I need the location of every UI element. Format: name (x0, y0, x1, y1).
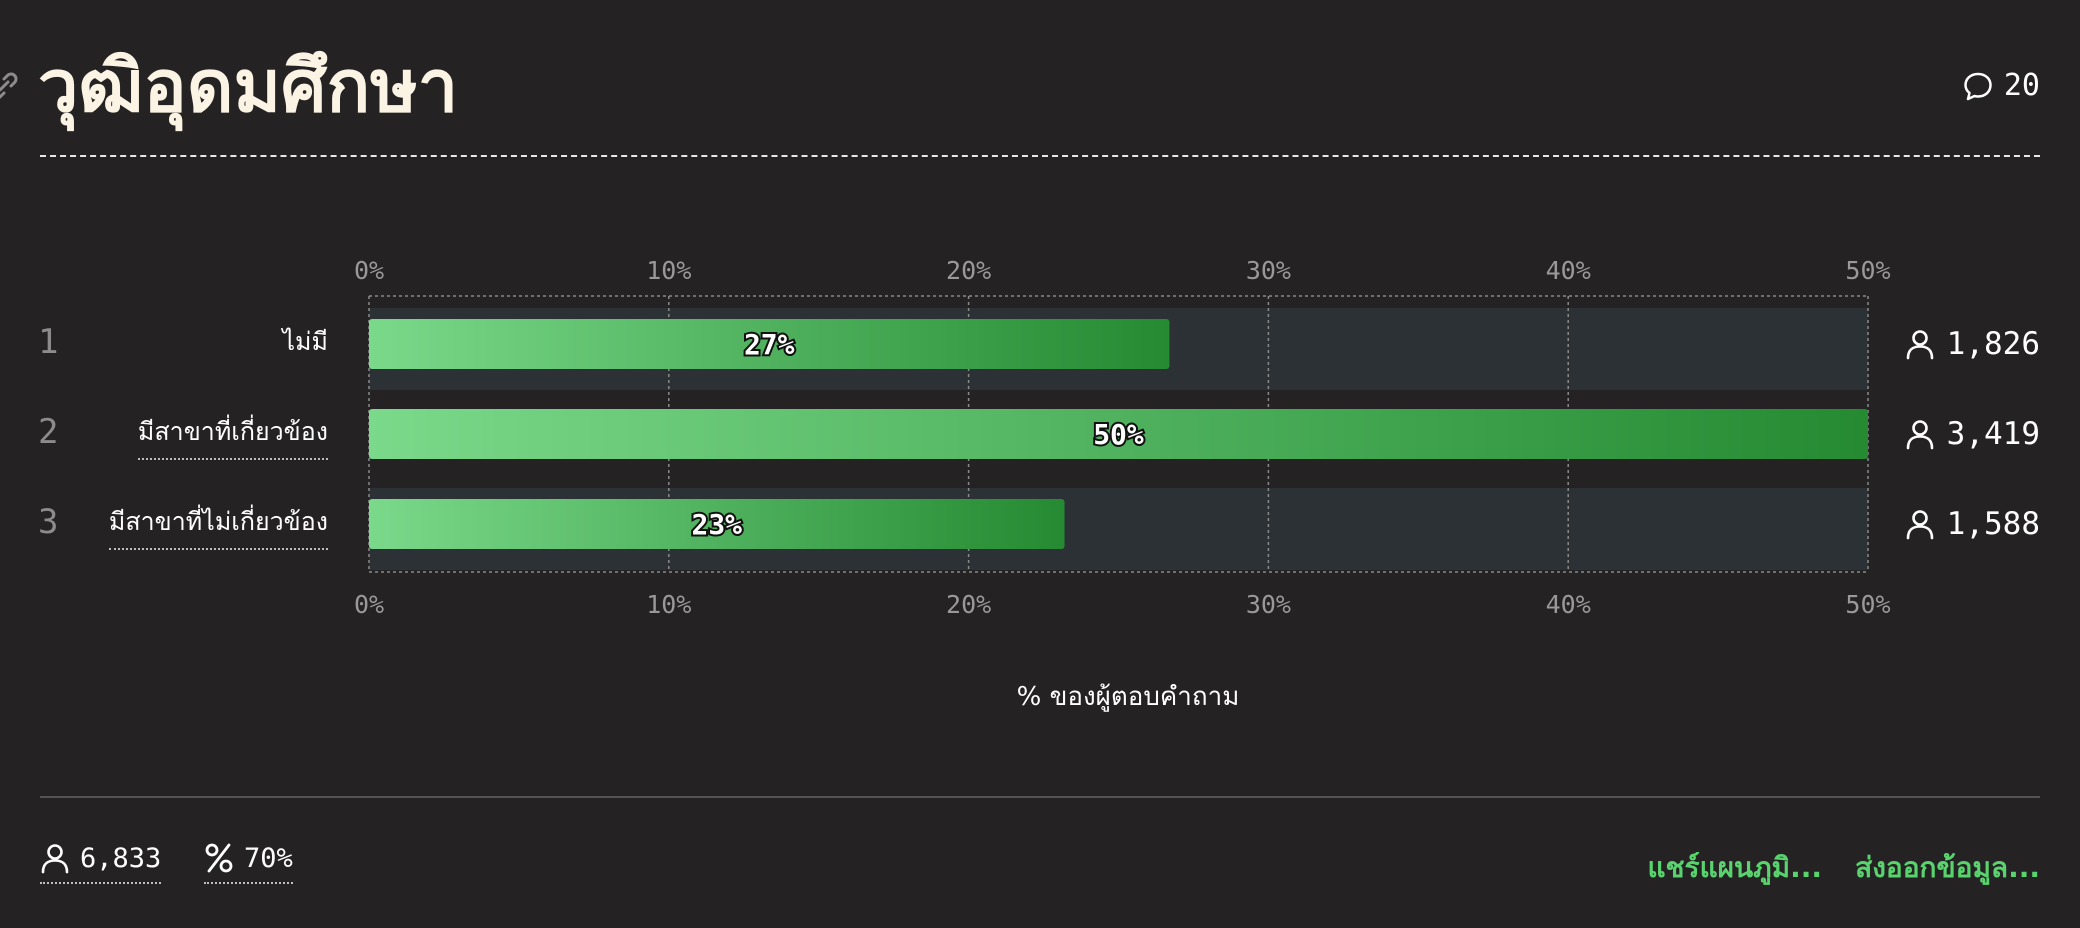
x-tick-label-bottom: 50% (1845, 590, 1890, 619)
page-title: วุฒิอุดมศึกษา (38, 44, 459, 128)
x-tick-label-top: 50% (1845, 256, 1890, 285)
percent-icon (205, 843, 233, 873)
share-chart-link[interactable]: แชร์แผนภูมิ... (1647, 851, 1822, 884)
row-rank: 3 (38, 502, 59, 542)
response-rate-stat[interactable]: 70% (204, 842, 293, 884)
comment-count: 20 (2003, 68, 2040, 103)
bar-value-label: 50% (1093, 418, 1144, 451)
bar-value-label: 27% (744, 328, 795, 361)
x-tick-label-bottom: 10% (646, 590, 691, 619)
bar-chart: 0% 10% 20% 30% 40% 50% 0% 10% 20% 30% 40% 50% 27% 5… (354, 256, 1891, 619)
title-divider (40, 155, 2040, 157)
category-label[interactable]: มีสาขาที่ไม่เกี่ยวข้อง (108, 502, 328, 550)
x-axis-title: % ของผู้ตอบคำถาม (1016, 682, 1240, 712)
row-count-value: 3,419 (1946, 416, 2040, 452)
response-rate: 70% (244, 842, 293, 874)
row-count: 3,419 (1905, 416, 2040, 452)
x-tick-label-bottom: 30% (1246, 590, 1291, 619)
bar-value-label: 23% (691, 508, 742, 541)
footer-divider (40, 796, 2040, 798)
comment-icon (1964, 72, 1992, 100)
row-rank: 1 (38, 322, 59, 362)
row-count-value: 1,588 (1946, 506, 2040, 542)
x-tick-label-top: 10% (646, 256, 691, 285)
x-tick-label-top: 20% (946, 256, 991, 285)
x-tick-label-top: 30% (1246, 256, 1291, 285)
x-tick-label-bottom: 40% (1546, 590, 1591, 619)
person-icon (1906, 420, 1933, 450)
x-tick-label-top: 0% (354, 256, 384, 285)
category-label[interactable]: มีสาขาที่เกี่ยวข้อง (137, 412, 328, 460)
x-tick-label-bottom: 20% (946, 590, 991, 619)
row-count: 1,826 (1905, 326, 2040, 362)
bar (369, 499, 1065, 549)
respondents-stat[interactable]: 6,833 (40, 842, 162, 884)
x-tick-label-bottom: 0% (354, 590, 384, 619)
respondents-count: 6,833 (80, 842, 162, 874)
row-count-value: 1,826 (1946, 326, 2040, 362)
bar (369, 409, 1868, 459)
bar (369, 319, 1170, 369)
person-icon (41, 844, 69, 874)
link-icon[interactable] (0, 68, 22, 104)
x-tick-label-top: 40% (1546, 256, 1591, 285)
row-count: 1,588 (1905, 506, 2040, 542)
row-rank: 2 (38, 412, 59, 452)
person-icon (1906, 330, 1933, 360)
comments-button[interactable]: 20 (1962, 68, 2040, 103)
person-icon (1906, 510, 1933, 540)
category-label: ไม่มี (282, 327, 328, 356)
export-data-link[interactable]: ส่งออกข้อมูล... (1855, 851, 2040, 884)
